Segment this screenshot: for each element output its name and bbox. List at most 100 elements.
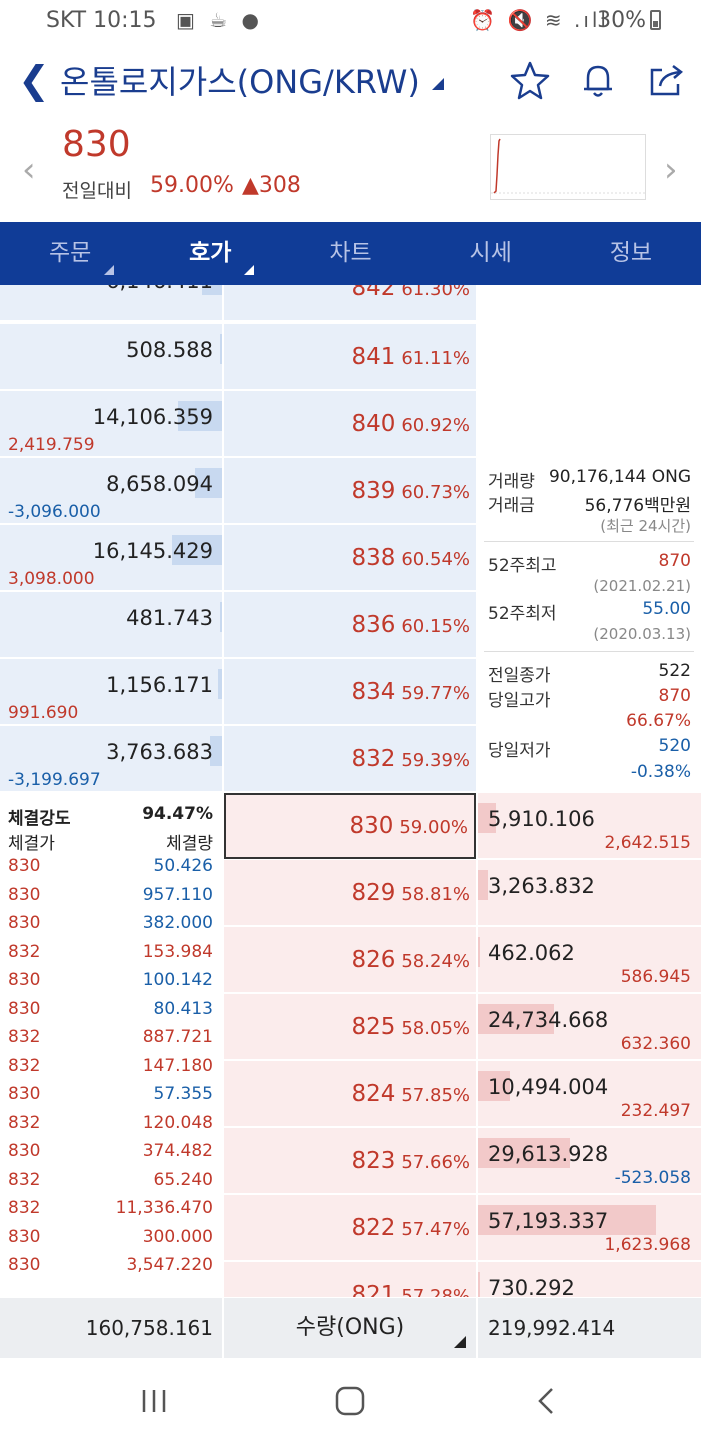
status-carrier-time: SKT 10:15 xyxy=(46,8,157,33)
tab-quotes[interactable]: 시세 xyxy=(469,240,512,266)
tab-order[interactable]: 주문 xyxy=(0,222,140,285)
trade-price: 830 xyxy=(8,1227,41,1247)
ask-qty-row[interactable]: 1,156.171 991.690 xyxy=(0,659,222,725)
tab-info[interactable]: 정보 xyxy=(609,240,653,266)
ask-qty-row[interactable]: 481.743 xyxy=(0,592,222,658)
favorite-star-icon[interactable] xyxy=(510,60,550,100)
ask-qty-row[interactable]: 508.588 xyxy=(0,324,222,390)
trade-price: 830 xyxy=(8,856,41,876)
trade-qty: 57.355 xyxy=(153,1084,213,1104)
trade-qty: 147.180 xyxy=(142,1056,213,1076)
app-header: ❮ 온톨로지가스(ONG/KRW) xyxy=(0,50,701,114)
ask-price-row[interactable]: 838 60.54% xyxy=(224,525,476,591)
trade-price-header: 체결가 xyxy=(8,834,55,854)
bid-qty-row[interactable]: 462.062 586.945 xyxy=(478,927,701,993)
mini-price-chart[interactable] xyxy=(490,134,646,200)
amount-label: 거래금 xyxy=(488,496,535,516)
prev-market-arrow-icon[interactable]: ‹ xyxy=(22,150,36,190)
day-high-label: 당일고가 xyxy=(488,691,551,711)
ask-price-row[interactable]: 842 61.30% xyxy=(224,285,476,321)
bid-qty-row[interactable]: 5,910.106 2,642.515 xyxy=(478,793,701,859)
period-note: (최근 24시간) xyxy=(600,517,691,535)
bid-price-row[interactable]: 823 57.66% xyxy=(224,1128,476,1194)
trade-qty: 120.048 xyxy=(142,1113,213,1133)
trade-price: 832 xyxy=(8,1027,41,1047)
low52-value: 55.00 xyxy=(642,599,691,619)
trade-price: 830 xyxy=(8,970,41,990)
bid-price-row[interactable]: 825 58.05% xyxy=(224,994,476,1060)
trade-qty: 65.240 xyxy=(153,1170,213,1190)
trade-price: 830 xyxy=(8,885,41,905)
ask-qty-row[interactable]: 16,145.429 3,098.000 xyxy=(0,525,222,591)
ask-total: 160,758.161 xyxy=(85,1316,213,1340)
trade-price: 832 xyxy=(8,942,41,962)
bid-qty-row[interactable]: 3,263.832 xyxy=(478,860,701,926)
trade-price: 832 xyxy=(8,1170,41,1190)
back-icon[interactable]: ❮ xyxy=(18,58,50,102)
volume-label: 거래량 xyxy=(488,472,535,492)
ask-qty-row[interactable]: 8,658.094 -3,096.000 xyxy=(0,458,222,524)
trade-qty: 3,547.220 xyxy=(126,1255,213,1275)
ask-price-row[interactable]: 839 60.73% xyxy=(224,458,476,524)
low52-date: (2020.03.13) xyxy=(593,625,691,643)
bid-qty-row[interactable]: 10,494.004 232.497 xyxy=(478,1061,701,1127)
ask-qty-row[interactable]: 6,146.411 xyxy=(0,285,222,321)
trade-qty: 100.142 xyxy=(142,970,213,990)
battery-icon xyxy=(650,10,661,30)
volume-value: 90,176,144 ONG xyxy=(548,467,691,487)
recent-apps-icon[interactable] xyxy=(140,1388,168,1414)
bid-qty-row[interactable]: 730.292 xyxy=(478,1262,701,1297)
bid-price-row[interactable]: 829 58.81% xyxy=(224,860,476,926)
ask-price-row[interactable]: 836 60.15% xyxy=(224,592,476,658)
day-low-value: 520 xyxy=(658,736,691,756)
bid-price-row[interactable]: 821 57.28% xyxy=(224,1262,476,1297)
tab-dropdown-icon xyxy=(104,265,115,275)
trade-qty: 80.413 xyxy=(153,999,213,1019)
tab-dropdown-icon xyxy=(244,265,255,275)
low52-label: 52주최저 xyxy=(488,604,557,624)
trade-price: 830 xyxy=(8,913,41,933)
home-icon[interactable] xyxy=(335,1386,365,1416)
trade-qty: 374.482 xyxy=(142,1141,213,1161)
unit-dropdown-icon[interactable] xyxy=(454,1336,466,1348)
trade-qty: 300.000 xyxy=(142,1227,213,1247)
trade-price: 830 xyxy=(8,1255,41,1275)
ask-qty-row[interactable]: 3,763.683 -3,199.697 xyxy=(0,726,222,792)
share-icon[interactable] xyxy=(646,60,686,100)
next-market-arrow-icon[interactable]: › xyxy=(664,150,678,190)
trade-price: 832 xyxy=(8,1056,41,1076)
alarm-bell-icon[interactable] xyxy=(578,60,618,100)
trade-qty: 11,336.470 xyxy=(115,1198,213,1218)
change-amount: ▲308 xyxy=(242,173,301,198)
bid-price-row[interactable]: 824 57.85% xyxy=(224,1061,476,1127)
notification-icons: ▣ ☕ ● xyxy=(176,8,263,32)
change-label: 전일대비 xyxy=(62,180,132,202)
change-percent: 59.00% xyxy=(150,173,234,198)
market-title[interactable]: 온톨로지가스(ONG/KRW) xyxy=(60,63,420,101)
current-price: 830 xyxy=(62,124,131,165)
bid-qty-row[interactable]: 24,734.668 632.360 xyxy=(478,994,701,1060)
day-high-value: 870 xyxy=(658,686,691,706)
nav-back-icon[interactable] xyxy=(536,1386,556,1416)
system-nav-bar xyxy=(0,1360,701,1440)
bid-price-row[interactable]: 826 58.24% xyxy=(224,927,476,993)
ask-price-row[interactable]: 841 61.11% xyxy=(224,324,476,390)
trade-price: 830 xyxy=(8,1084,41,1104)
day-low-label: 당일저가 xyxy=(488,741,551,761)
bid-price-row-current[interactable]: 830 59.00% xyxy=(224,793,476,859)
bid-qty-row[interactable]: 29,613.928 -523.058 xyxy=(478,1128,701,1194)
high52-value: 870 xyxy=(658,551,691,571)
strength-value: 94.47% xyxy=(142,804,213,824)
tab-chart[interactable]: 차트 xyxy=(329,240,372,266)
bid-qty-row[interactable]: 57,193.337 1,623.968 xyxy=(478,1195,701,1261)
title-dropdown-icon[interactable] xyxy=(432,78,444,90)
ask-qty-row[interactable]: 14,106.359 2,419.759 xyxy=(0,391,222,457)
trade-qty-header: 체결량 xyxy=(166,834,213,854)
tab-orderbook[interactable]: 호가 xyxy=(140,222,280,285)
ask-price-row[interactable]: 840 60.92% xyxy=(224,391,476,457)
bid-price-row[interactable]: 822 57.47% xyxy=(224,1195,476,1261)
ask-price-row[interactable]: 832 59.39% xyxy=(224,726,476,792)
ask-price-row[interactable]: 834 59.77% xyxy=(224,659,476,725)
unit-selector[interactable]: 수량(ONG) xyxy=(295,1315,405,1340)
